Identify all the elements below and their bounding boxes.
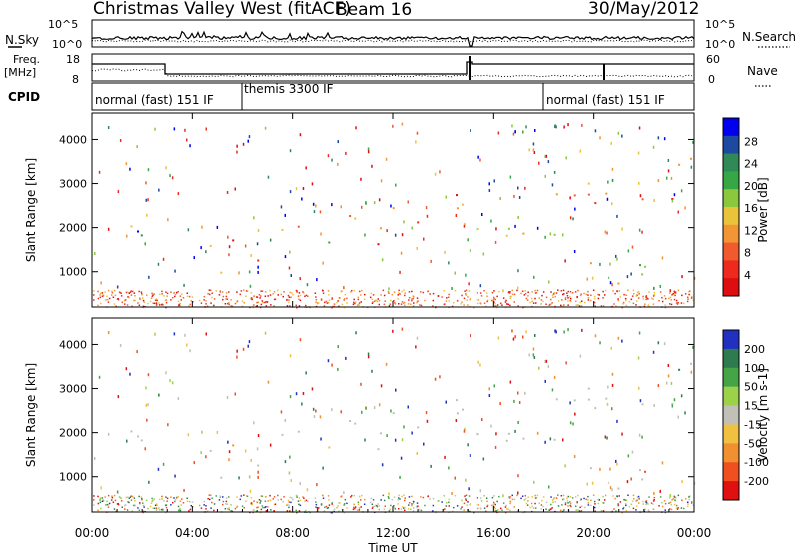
- x-tick-label: 00:00: [677, 526, 712, 540]
- colorbar-swatch: [723, 171, 739, 190]
- date-label: 30/May/2012: [588, 0, 700, 19]
- colorbar-swatch: [723, 386, 739, 407]
- noise-panel-frame: [91, 19, 695, 48]
- colorbar-tick-label: 24: [744, 158, 758, 171]
- cpid-segment-2: themis 3300 IF: [244, 82, 334, 96]
- power-data-layer: [93, 113, 696, 352]
- colorbar-swatch: [723, 207, 739, 226]
- colorbar-tick-label: 8: [744, 247, 751, 260]
- x-tick-label: 20:00: [576, 526, 611, 540]
- colorbar-tick-label: 20: [744, 180, 758, 193]
- colorbar-swatch: [723, 462, 739, 482]
- y-tick-label: 3000: [59, 178, 87, 191]
- y-tick-label: 2000: [59, 427, 87, 440]
- colorbar-swatch: [723, 330, 739, 350]
- velocity-y-axis: 1000 2000 3000 4000: [59, 338, 694, 484]
- beam-label: Beam 16: [336, 0, 412, 20]
- x-axis-label: Time UT: [367, 541, 418, 554]
- y-tick-label: 1000: [59, 266, 87, 279]
- power-frame: [91, 112, 695, 308]
- x-tick-label: 12:00: [376, 526, 411, 540]
- freq-trace: [92, 61, 694, 75]
- colorbar-swatch: [723, 153, 739, 172]
- colorbar-swatch: [723, 405, 739, 425]
- colorbar-frame: [722, 117, 740, 297]
- cpid-frame: [91, 82, 695, 111]
- y-tick-label: 4000: [59, 338, 87, 351]
- x-axis: 00:00 04:00 08:00 12:00 16:00 20:00 00:00: [75, 113, 712, 540]
- freq-panel: 18 8 60 0: [66, 53, 720, 86]
- colorbar-tick-label: 4: [744, 269, 751, 282]
- power-ylabel: Slant Range [km]: [24, 158, 38, 262]
- colorbar-swatch: [723, 481, 739, 501]
- velocity-data-layer: [93, 318, 696, 554]
- x-tick-label: 04:00: [175, 526, 210, 540]
- y-tick-label: 1000: [59, 471, 87, 484]
- colorbar-tick-label: 15: [744, 400, 758, 413]
- y-tick-label: 4000: [59, 133, 87, 146]
- velocity-panel: 1000 2000 3000 4000 Slant Range [km]: [24, 317, 696, 554]
- velocity-frame: [91, 317, 695, 513]
- x-tick-label: 00:00: [75, 526, 110, 540]
- freq-label-2: [MHz]: [4, 66, 36, 79]
- colorbar-swatch: [723, 118, 739, 137]
- nave-trace: [91, 68, 693, 78]
- colorbar-swatch: [723, 189, 739, 208]
- x-tick-label: 16:00: [476, 526, 511, 540]
- colorbar-tick-label: -100: [744, 456, 769, 469]
- velocity-colorbar: 200 100 50 15 -15 -50 -100 -200: [722, 329, 769, 501]
- freq-right-tick-bottom: 0: [708, 73, 715, 86]
- cpid-segment-1: normal (fast) 151 IF: [95, 93, 214, 107]
- colorbar-tick-label: -200: [744, 475, 769, 488]
- colorbar-swatch: [723, 278, 739, 297]
- power-colorbar-label: Power [dB]: [756, 177, 770, 242]
- cpid-segment-3: normal (fast) 151 IF: [546, 93, 665, 107]
- noise-right-tick-bottom: 10^0: [705, 38, 735, 51]
- y-tick-label: 2000: [59, 222, 87, 235]
- noise-panel: 10^5 10^0 10^5 10^0: [48, 18, 735, 51]
- freq-panel-frame: [91, 53, 695, 82]
- freq-right-tick-top: 60: [706, 53, 720, 66]
- colorbar-swatch: [723, 260, 739, 279]
- y-tick-label: 3000: [59, 383, 87, 396]
- velocity-colorbar-label: Velocity [m s-1]: [756, 368, 770, 462]
- colorbar-tick-label: 50: [744, 381, 758, 394]
- colorbar-swatch: [723, 443, 739, 463]
- cpid-bar: normal (fast) 151 IF themis 3300 IF norm…: [91, 82, 695, 111]
- cpid-label: CPID: [8, 90, 40, 104]
- colorbar-swatch: [723, 424, 739, 444]
- x-tick-label: 08:00: [275, 526, 310, 540]
- noise-left-tick-bottom: 10^0: [52, 38, 82, 51]
- colorbar-frame: [722, 329, 740, 501]
- nsearch-label: N.Search: [742, 30, 796, 44]
- velocity-ylabel: Slant Range [km]: [24, 363, 38, 467]
- station-title: Christmas Valley West (fitACF): [93, 0, 351, 19]
- colorbar-tick-label: -15: [744, 418, 762, 431]
- noise-right-tick-top: 10^5: [705, 18, 735, 31]
- colorbar-tick-label: 16: [744, 202, 758, 215]
- colorbar-swatch: [723, 224, 739, 244]
- nsky-label: N.Sky: [5, 33, 39, 47]
- colorbar-swatch: [723, 367, 739, 388]
- nsky-trace: [91, 30, 695, 47]
- power-y-axis: 1000 2000 3000 4000: [59, 133, 694, 279]
- colorbar-swatch: [723, 348, 739, 369]
- nsearch-trace: [91, 39, 695, 43]
- freq-left-tick-bottom: 8: [72, 73, 79, 86]
- colorbar-tick-label: -50: [744, 437, 762, 450]
- colorbar-swatch: [723, 242, 739, 261]
- colorbar-tick-label: 100: [744, 362, 765, 375]
- nave-label: Nave: [747, 64, 778, 78]
- freq-left-tick-top: 18: [66, 53, 80, 66]
- colorbar-tick-label: 200: [744, 343, 765, 356]
- colorbar-swatch: [723, 135, 739, 155]
- colorbar-tick-label: 12: [744, 224, 758, 237]
- noise-left-tick-top: 10^5: [48, 18, 78, 31]
- colorbar-tick-label: 28: [744, 135, 758, 148]
- freq-label-1: Freq.: [13, 53, 40, 66]
- power-colorbar: 28 24 20 16 12 8 4: [722, 117, 758, 297]
- power-panel: 1000 2000 3000 4000 Slant Range [km]: [24, 112, 696, 352]
